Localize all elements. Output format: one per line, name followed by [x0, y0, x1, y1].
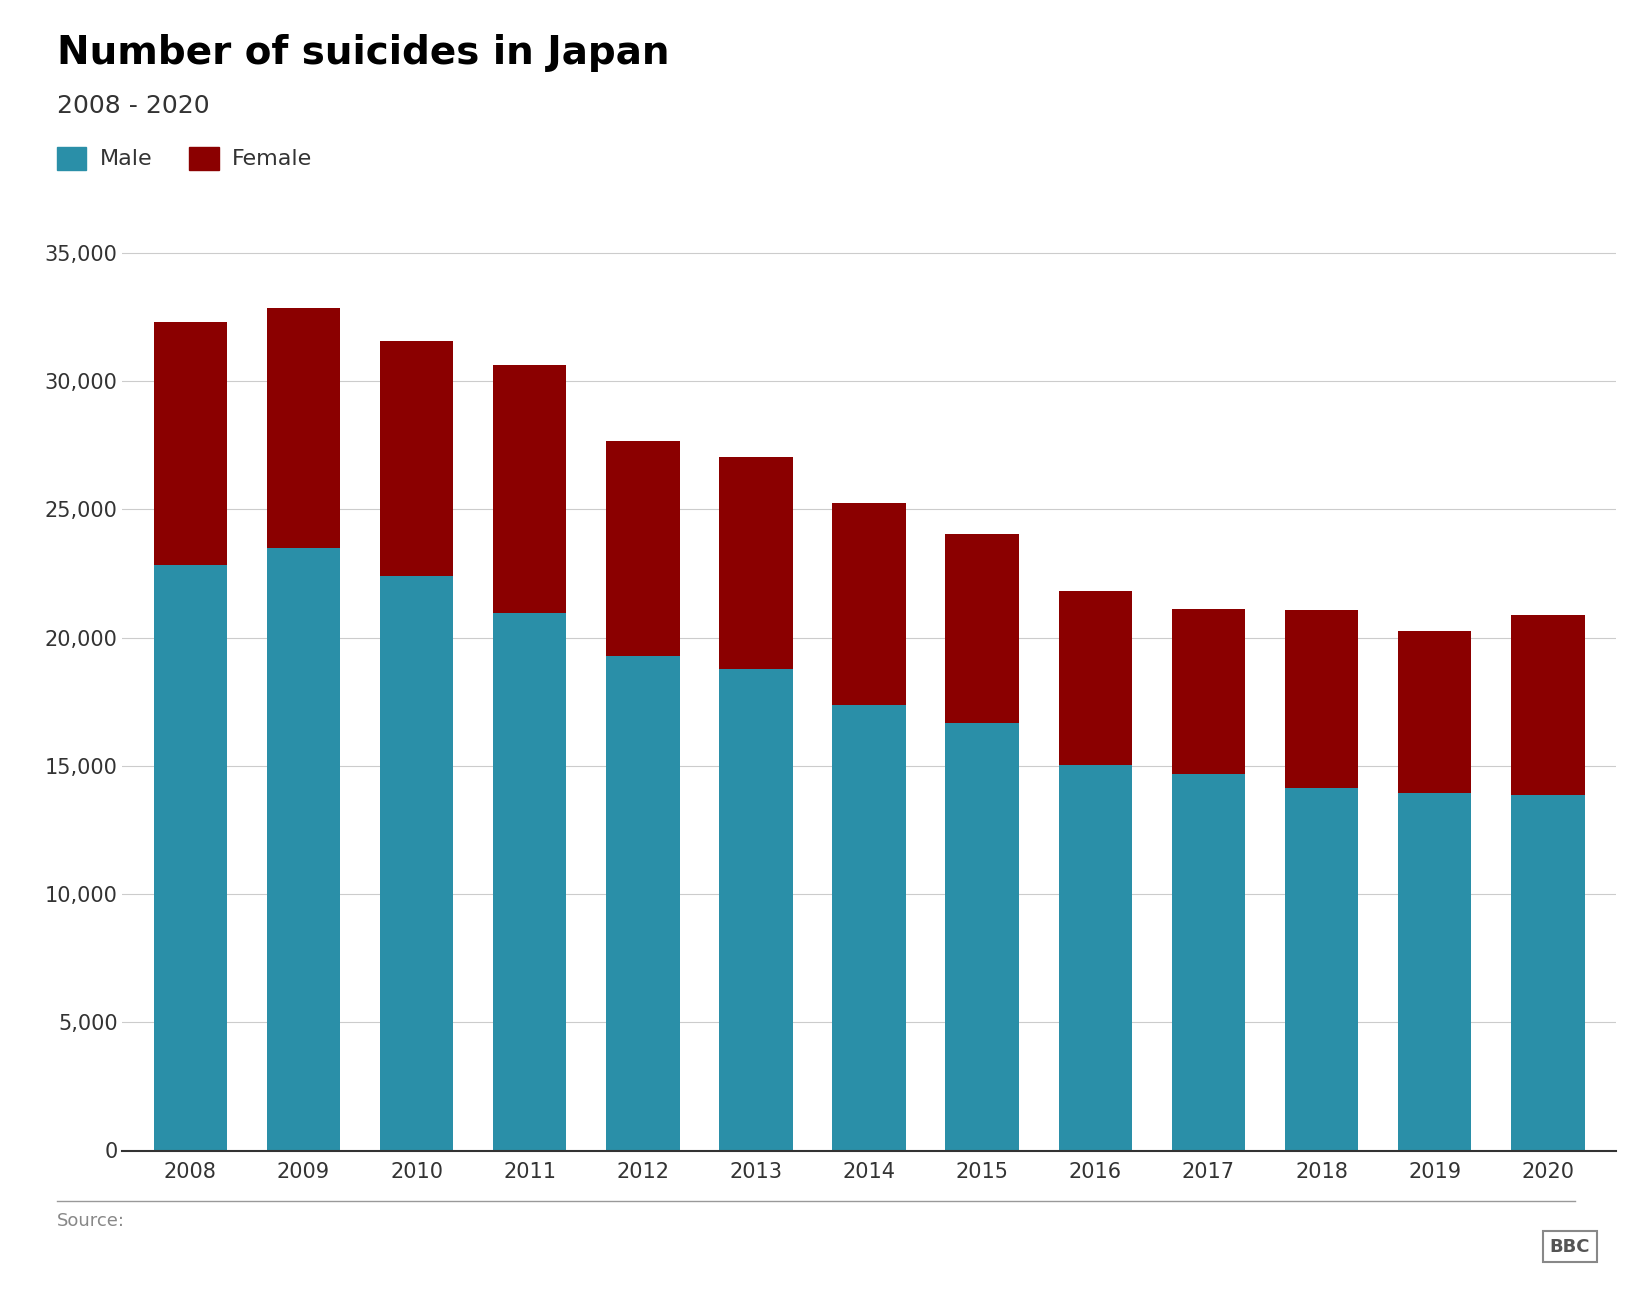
Bar	[832, 503, 906, 705]
Bar	[493, 365, 566, 614]
Bar	[1511, 794, 1585, 1150]
Bar	[1284, 788, 1358, 1150]
Text: Female: Female	[232, 148, 312, 169]
Bar	[945, 534, 1018, 723]
Text: BBC: BBC	[1550, 1238, 1590, 1256]
Bar	[832, 705, 906, 1150]
Bar	[1284, 610, 1358, 788]
Bar	[1059, 766, 1133, 1150]
Bar	[380, 576, 454, 1150]
Bar	[266, 549, 339, 1150]
Bar	[1172, 610, 1245, 774]
Bar	[1059, 592, 1133, 766]
Bar	[1511, 615, 1585, 794]
Bar	[1399, 793, 1472, 1150]
Bar	[153, 322, 227, 566]
Bar	[493, 614, 566, 1150]
Text: 2008 - 2020: 2008 - 2020	[57, 94, 211, 117]
Bar	[605, 656, 679, 1150]
Bar	[1399, 630, 1472, 793]
Bar	[266, 308, 339, 549]
Bar	[720, 458, 793, 668]
Bar	[1172, 774, 1245, 1150]
Bar	[945, 723, 1018, 1150]
Bar	[720, 668, 793, 1150]
Bar	[380, 341, 454, 576]
Text: Source:: Source:	[57, 1212, 126, 1230]
Bar	[605, 441, 679, 656]
Bar	[153, 566, 227, 1150]
Text: Male: Male	[100, 148, 152, 169]
Text: Number of suicides in Japan: Number of suicides in Japan	[57, 34, 669, 72]
